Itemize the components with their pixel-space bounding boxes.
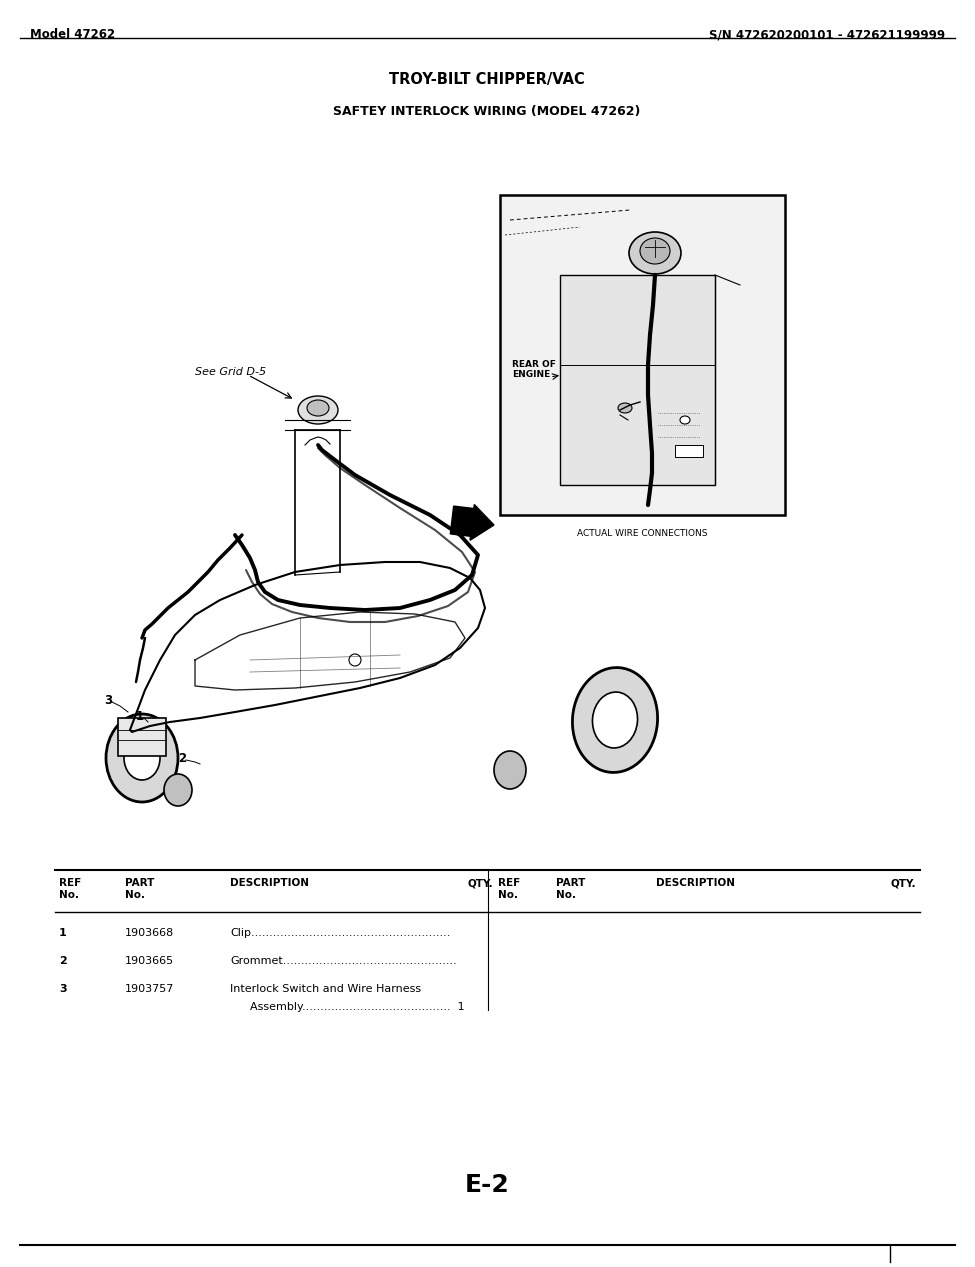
- Text: 1903668: 1903668: [125, 927, 175, 938]
- Text: QTY.: QTY.: [468, 878, 493, 888]
- Text: REAR OF
ENGINE: REAR OF ENGINE: [512, 360, 556, 379]
- Text: Assembly.........................................  1: Assembly................................…: [250, 1002, 465, 1012]
- Text: 2: 2: [59, 957, 66, 965]
- FancyBboxPatch shape: [118, 718, 166, 756]
- FancyArrow shape: [450, 504, 494, 540]
- Bar: [560, 275, 715, 485]
- Text: E-2: E-2: [465, 1173, 509, 1197]
- Bar: [675, 445, 703, 457]
- Text: QTY.: QTY.: [890, 878, 916, 888]
- Text: Interlock Switch and Wire Harness: Interlock Switch and Wire Harness: [230, 984, 421, 995]
- Text: Model 47262: Model 47262: [30, 28, 115, 41]
- Bar: [500, 195, 785, 514]
- Text: TROY-BILT CHIPPER/VAC: TROY-BILT CHIPPER/VAC: [389, 72, 585, 87]
- Ellipse shape: [618, 403, 632, 413]
- Ellipse shape: [349, 654, 361, 666]
- Ellipse shape: [640, 238, 670, 264]
- Text: REF
No.: REF No.: [59, 878, 81, 900]
- Text: PART
No.: PART No.: [556, 878, 585, 900]
- Ellipse shape: [106, 715, 178, 802]
- Text: SAFTEY INTERLOCK WIRING (MODEL 47262): SAFTEY INTERLOCK WIRING (MODEL 47262): [333, 105, 641, 118]
- Text: ACTUAL WIRE CONNECTIONS: ACTUAL WIRE CONNECTIONS: [577, 530, 708, 538]
- Text: S/N 472620200101 - 472621199999: S/N 472620200101 - 472621199999: [709, 28, 945, 41]
- Ellipse shape: [307, 400, 329, 416]
- Text: PART
No.: PART No.: [125, 878, 154, 900]
- Text: DESCRIPTION: DESCRIPTION: [656, 878, 735, 888]
- Ellipse shape: [593, 692, 638, 748]
- Ellipse shape: [629, 232, 681, 274]
- Ellipse shape: [680, 416, 690, 424]
- Text: Clip.......................................................: Clip....................................…: [230, 927, 450, 938]
- Text: 2: 2: [177, 751, 186, 764]
- Ellipse shape: [572, 668, 657, 773]
- Ellipse shape: [124, 736, 160, 780]
- Text: 1: 1: [136, 710, 144, 722]
- Text: 3: 3: [104, 693, 112, 707]
- Ellipse shape: [298, 397, 338, 424]
- Ellipse shape: [494, 751, 526, 789]
- Text: 1903665: 1903665: [125, 957, 175, 965]
- Text: See Grid D-5: See Grid D-5: [195, 367, 266, 378]
- Text: 3: 3: [59, 984, 66, 995]
- Text: 1: 1: [59, 927, 66, 938]
- Text: REF
No.: REF No.: [498, 878, 521, 900]
- Text: Grommet................................................: Grommet.................................…: [230, 957, 456, 965]
- Text: DESCRIPTION: DESCRIPTION: [230, 878, 309, 888]
- Text: 1903757: 1903757: [125, 984, 175, 995]
- Ellipse shape: [164, 774, 192, 806]
